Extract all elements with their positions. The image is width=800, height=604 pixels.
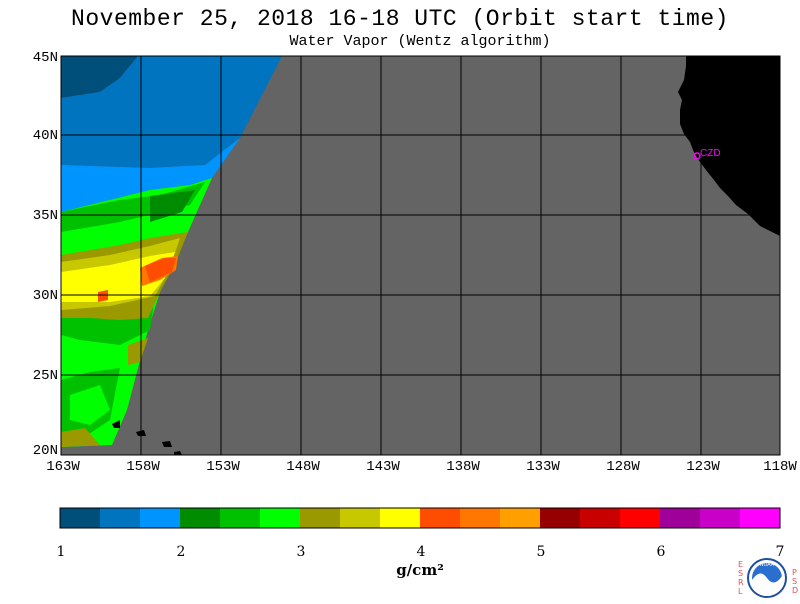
map-title: November 25, 2018 16-18 UTC (Orbit start… [71, 6, 729, 32]
colorbar-segment [620, 508, 661, 528]
colorbar-tick-label: 3 [296, 544, 306, 560]
lon-label: 133W [526, 459, 560, 475]
lat-label: 25N [32, 368, 58, 384]
lat-label: 20N [32, 443, 58, 459]
lon-label: 138W [446, 459, 480, 475]
logo-side-right: PSD [792, 568, 799, 595]
lon-label: 163W [46, 459, 80, 475]
colorbar-segment [300, 508, 341, 528]
colorbar-segment [460, 508, 501, 528]
logo-side-left: ESRL [738, 560, 744, 596]
satellite-swath [61, 56, 282, 447]
lon-label: 118W [763, 459, 797, 475]
lon-label: 128W [606, 459, 640, 475]
colorbar-tick-label: 1 [56, 544, 66, 560]
station-marker [693, 152, 701, 160]
colorbar-segment [100, 508, 141, 528]
colorbar-segment [740, 508, 781, 528]
lat-label: 40N [32, 128, 58, 144]
colorbar [60, 508, 781, 528]
logo-center-text: NOAA [760, 562, 775, 568]
colorbar-tick-label: 7 [775, 544, 785, 560]
lon-label: 143W [366, 459, 400, 475]
colorbar-tick-label: 2 [176, 544, 186, 560]
island [112, 420, 120, 428]
island [174, 451, 182, 455]
colorbar-tick-label: 4 [416, 544, 426, 560]
colorbar-segment [660, 508, 701, 528]
map-border [60, 55, 781, 456]
colorbar-units: g/cm² [396, 561, 444, 579]
colorbar-segment [420, 508, 461, 528]
island [162, 441, 172, 447]
lat-label: 30N [32, 288, 58, 304]
colorbar-segment [540, 508, 581, 528]
lon-label: 123W [686, 459, 720, 475]
lon-label: 158W [126, 459, 160, 475]
colorbar-segment [580, 508, 621, 528]
colorbar-segment [500, 508, 541, 528]
land-mass [678, 56, 780, 236]
colorbar-tick-label: 6 [656, 544, 666, 560]
colorbar-segment [60, 508, 101, 528]
colorbar-segment [180, 508, 221, 528]
lon-label: 153W [206, 459, 240, 475]
lon-label: 148W [286, 459, 320, 475]
colorbar-segment [140, 508, 181, 528]
colorbar-segment [340, 508, 381, 528]
lat-label: 35N [32, 208, 58, 224]
colorbar-border [59, 507, 781, 529]
colorbar-segment [700, 508, 741, 528]
grid-lines [61, 56, 780, 455]
colorbar-tick-label: 5 [536, 544, 546, 560]
noaa-logo: NOAA ESRL PSD [736, 554, 798, 600]
colorbar-segment [220, 508, 261, 528]
colorbar-segment [260, 508, 301, 528]
colorbar-segment [380, 508, 421, 528]
lat-label: 45N [32, 50, 58, 66]
map-subtitle: Water Vapor (Wentz algorithm) [289, 33, 551, 50]
station-label: CZD [700, 148, 721, 159]
